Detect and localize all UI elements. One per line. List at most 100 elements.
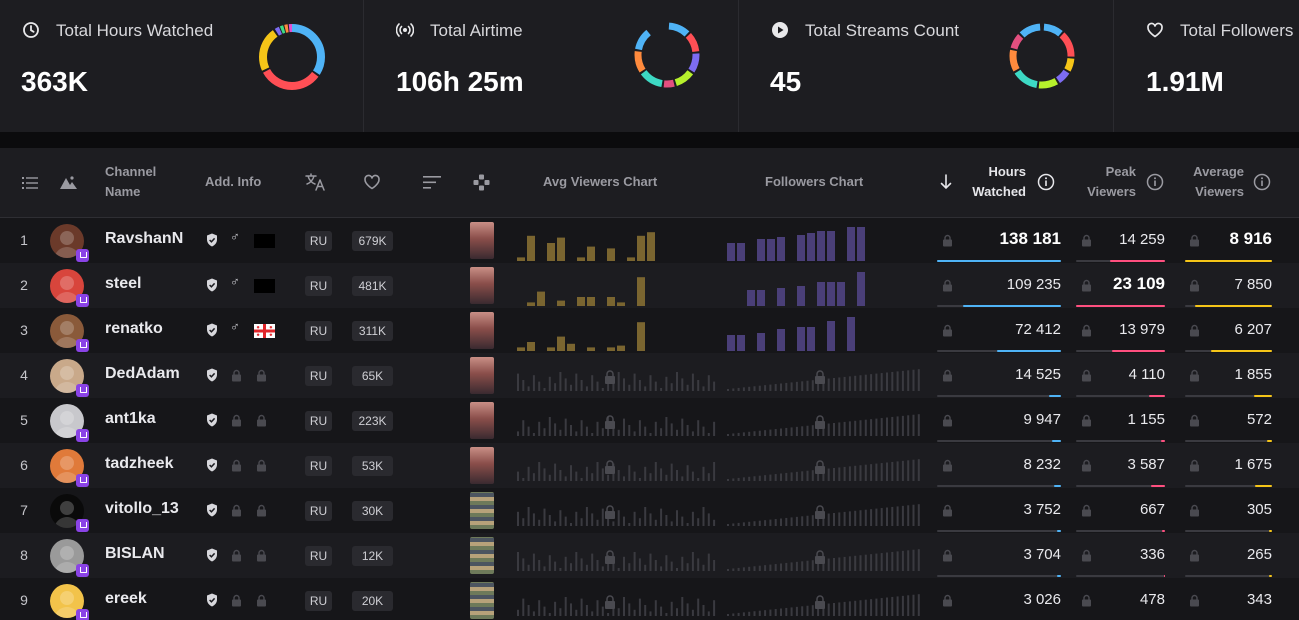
list-icon[interactable] xyxy=(22,175,38,191)
game-cover-image[interactable] xyxy=(470,447,494,484)
channel-name-link[interactable]: steel xyxy=(105,275,142,292)
avg-viewers-bar xyxy=(517,373,519,391)
followers-bar xyxy=(822,424,825,436)
followers-bar xyxy=(870,509,873,526)
channel-name-link[interactable]: renatko xyxy=(105,320,163,337)
followers-bar xyxy=(912,549,915,571)
followers-bar xyxy=(917,549,920,571)
heart-icon[interactable] xyxy=(363,174,381,190)
table-row[interactable]: 2 steel ♂ RU 481K 109 235 23 109 7 850 xyxy=(0,263,1299,308)
channel-name-link[interactable]: ant1ka xyxy=(105,410,156,427)
followers-bar xyxy=(732,613,735,616)
game-cover-image[interactable] xyxy=(470,492,494,529)
avg-viewers-bar xyxy=(649,553,652,571)
channel-name-link[interactable]: tadzheek xyxy=(105,455,174,472)
sort-arrow-down-icon[interactable] xyxy=(940,174,952,190)
game-cover-image[interactable] xyxy=(470,402,494,439)
info-icon[interactable] xyxy=(1037,173,1055,191)
channel-name-link[interactable]: DedAdam xyxy=(105,365,180,382)
channel-name-link[interactable]: vitollo_13 xyxy=(105,500,179,517)
col-hours-watched[interactable]: Hours Watched xyxy=(972,164,1026,199)
avg-viewers-bar xyxy=(633,552,636,571)
avg-viewers-bar xyxy=(607,613,610,616)
game-cover-image[interactable] xyxy=(470,582,494,619)
followers-bar xyxy=(901,415,904,436)
channel-name-link[interactable]: BISLAN xyxy=(105,545,165,562)
table-row[interactable]: 8 BISLAN RU 12K 3 704 336 265 xyxy=(0,533,1299,578)
channel-avatar[interactable] xyxy=(50,494,84,528)
table-row[interactable]: 4 DedAdam RU 65K 14 525 4 110 1 855 xyxy=(0,353,1299,398)
locked-chart-lock-icon xyxy=(605,505,615,519)
info-icon[interactable] xyxy=(1253,173,1271,191)
col-channel-name[interactable]: Channel Name xyxy=(105,164,157,199)
peak-viewers-value: 23 109 xyxy=(1113,274,1165,293)
avg-viewers-bar xyxy=(654,462,657,481)
avg-viewers-bar xyxy=(686,603,689,616)
followers-bar xyxy=(801,426,804,436)
avg-viewers-bar xyxy=(681,378,684,391)
col-peak-viewers[interactable]: Peak Viewers xyxy=(1087,164,1136,199)
followers-bar xyxy=(870,599,873,616)
avg-viewers-bar xyxy=(543,428,546,436)
followers-badge: 311K xyxy=(352,321,393,341)
channel-name-link[interactable]: ereek xyxy=(105,590,147,607)
col-add-info[interactable]: Add. Info xyxy=(205,174,262,189)
followers-bar xyxy=(774,519,777,526)
table-row[interactable]: 7 vitollo_13 RU 30K 3 752 667 305 xyxy=(0,488,1299,533)
locked-chart-lock-icon xyxy=(605,460,615,474)
twitch-icon xyxy=(76,384,89,397)
avg-viewers-bar xyxy=(587,246,595,261)
avg-bar xyxy=(1211,350,1272,352)
avg-viewers-bar xyxy=(527,235,535,261)
avg-viewers-bar xyxy=(538,600,541,616)
lock-icon xyxy=(1190,504,1199,517)
followers-bar xyxy=(817,379,820,391)
game-cover-image[interactable] xyxy=(470,267,494,304)
sort-lines-icon[interactable] xyxy=(423,175,441,190)
table-row[interactable]: 3 renatko ♂ RU 311K 72 412 13 979 6 207 xyxy=(0,308,1299,353)
avg-viewers-bar xyxy=(580,518,583,526)
avg-viewers-bar xyxy=(601,388,604,391)
channel-avatar[interactable] xyxy=(50,584,84,618)
followers-bar xyxy=(896,416,899,436)
channel-name-link[interactable]: RavshanN xyxy=(105,230,184,247)
followers-bar xyxy=(870,554,873,571)
table-row[interactable]: 9 ereek RU 20K 3 026 478 343 xyxy=(0,578,1299,620)
avg-viewers-bar xyxy=(564,476,567,481)
followers-bar xyxy=(757,239,765,261)
game-cover-image[interactable] xyxy=(470,537,494,574)
avg-viewers-bar xyxy=(554,463,557,481)
translate-icon[interactable] xyxy=(305,173,325,191)
gamepad-icon[interactable] xyxy=(473,174,490,191)
game-cover-image[interactable] xyxy=(470,222,494,259)
channel-avatar[interactable] xyxy=(50,314,84,348)
followers-bar xyxy=(838,557,841,571)
col-followers-chart[interactable]: Followers Chart xyxy=(765,174,864,189)
row-charts xyxy=(517,317,855,351)
followers-bar xyxy=(907,415,910,436)
col-average-viewers[interactable]: Average Viewers xyxy=(1193,164,1244,199)
avg-viewers-bar xyxy=(649,375,652,391)
game-cover-image[interactable] xyxy=(470,357,494,394)
followers-bar xyxy=(891,506,894,526)
col-avg-viewers-chart[interactable]: Avg Viewers Chart xyxy=(543,174,658,189)
avg-viewers-bar xyxy=(697,478,700,481)
average-viewers-value: 265 xyxy=(1246,546,1272,563)
avg-viewers-bar xyxy=(660,606,663,616)
followers-bar xyxy=(753,431,756,436)
followers-bar xyxy=(769,474,772,481)
followers-bar xyxy=(854,555,857,571)
table-row[interactable]: 5 ant1ka RU 223K 9 947 1 155 572 xyxy=(0,398,1299,443)
followers-badge: 20K xyxy=(352,591,393,611)
hours-watched-value: 138 181 xyxy=(999,229,1061,248)
row-charts xyxy=(517,227,865,261)
mountain-icon[interactable] xyxy=(60,175,77,190)
avg-viewers-bar xyxy=(591,553,594,571)
table-row[interactable]: 6 tadzheek RU 53K 8 232 3 587 1 675 xyxy=(0,443,1299,488)
game-cover-image[interactable] xyxy=(470,312,494,349)
followers-bar xyxy=(811,470,814,481)
info-icon[interactable] xyxy=(1146,173,1164,191)
verified-shield-icon xyxy=(207,503,217,517)
table-row[interactable]: 1 RavshanN ♂ RU 679K 138 181 14 259 8 916 xyxy=(0,218,1299,263)
followers-bar xyxy=(806,560,809,571)
